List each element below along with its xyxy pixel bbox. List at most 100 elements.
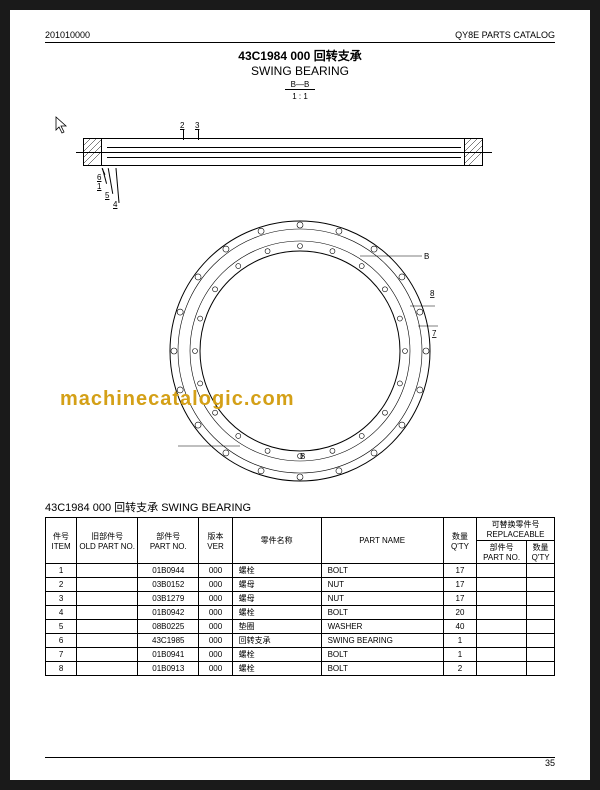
cross-section-view xyxy=(83,138,483,178)
cell-name-cn: 螺母 xyxy=(232,592,321,606)
cell-qty: 17 xyxy=(443,564,476,578)
cell-partno: 03B0152 xyxy=(138,578,199,592)
header-right: QY8E PARTS CATALOG xyxy=(455,30,555,40)
cell-name-cn: 螺栓 xyxy=(232,606,321,620)
cell-ver: 000 xyxy=(199,662,232,676)
ring-svg: B B 8 7 xyxy=(160,211,440,491)
table-row: 801B0913000螺栓BOLT2 xyxy=(46,662,555,676)
th-oldpart: 旧部件号 OLD PART NO. xyxy=(77,518,138,564)
svg-text:8: 8 xyxy=(430,289,435,298)
th-qty-en: Q'TY xyxy=(446,542,474,551)
title-line1: 43C1984 000 回转支承 xyxy=(45,47,555,64)
cell-item: 8 xyxy=(46,662,77,676)
table-row: 203B0152000螺母NUT17 xyxy=(46,578,555,592)
cell-rq xyxy=(527,606,555,620)
callout-3: 3 xyxy=(195,121,199,130)
th-rq-en: Q'TY xyxy=(529,553,552,562)
cell-name-en: SWING BEARING xyxy=(321,634,443,648)
cell-old xyxy=(77,606,138,620)
cell-name-cn: 螺栓 xyxy=(232,662,321,676)
table-head: 件号 ITEM 旧部件号 OLD PART NO. 部件号 PART NO. 版… xyxy=(46,518,555,564)
cell-rq xyxy=(527,662,555,676)
title-code: 43C1984 000 xyxy=(238,49,310,63)
th-qty-cn: 数量 xyxy=(446,531,474,542)
cell-rq xyxy=(527,578,555,592)
cell-ver: 000 xyxy=(199,648,232,662)
th-replace-cn: 可替换零件号 xyxy=(479,519,552,530)
page-header: 201010000 QY8E PARTS CATALOG xyxy=(45,30,555,43)
th-item-en: ITEM xyxy=(48,542,74,551)
cell-item: 1 xyxy=(46,564,77,578)
cell-partno: 01B0944 xyxy=(138,564,199,578)
table-row: 701B0941000螺栓BOLT1 xyxy=(46,648,555,662)
th-replace-partno: 部件号 PART NO. xyxy=(477,541,527,564)
section-label: B—B xyxy=(45,80,555,89)
th-rq-cn: 数量 xyxy=(529,542,552,553)
cell-name-en: BOLT xyxy=(321,648,443,662)
callout-6: 6 xyxy=(97,173,101,182)
title-area: 43C1984 000 回转支承 SWING BEARING B—B 1 : 1 xyxy=(45,47,555,101)
th-partno: 部件号 PART NO. xyxy=(138,518,199,564)
cell-name-en: WASHER xyxy=(321,620,443,634)
cell-name-cn: 回转支承 xyxy=(232,634,321,648)
table-body: 101B0944000螺栓BOLT17203B0152000螺母NUT17303… xyxy=(46,564,555,676)
cell-old xyxy=(77,564,138,578)
title-en: SWING BEARING xyxy=(45,64,555,78)
footer-line xyxy=(45,757,555,758)
table-title-en: SWING BEARING xyxy=(161,502,251,514)
th-partno-cn: 部件号 xyxy=(140,531,196,542)
th-oldpart-en: OLD PART NO. xyxy=(79,542,135,551)
cell-old xyxy=(77,648,138,662)
cell-rp xyxy=(477,634,527,648)
cell-rq xyxy=(527,592,555,606)
cell-rp xyxy=(477,662,527,676)
cell-name-cn: 螺栓 xyxy=(232,648,321,662)
cell-name-en: BOLT xyxy=(321,606,443,620)
callout-5: 5 xyxy=(105,191,109,200)
th-oldpart-cn: 旧部件号 xyxy=(79,531,135,542)
section-line xyxy=(285,89,315,90)
cell-rq xyxy=(527,564,555,578)
parts-table: 件号 ITEM 旧部件号 OLD PART NO. 部件号 PART NO. 版… xyxy=(45,517,555,676)
th-ver-en: VER xyxy=(201,542,229,551)
cell-old xyxy=(77,620,138,634)
cell-item: 6 xyxy=(46,634,77,648)
th-qty: 数量 Q'TY xyxy=(443,518,476,564)
svg-text:B: B xyxy=(300,452,305,461)
cell-partno: 01B0942 xyxy=(138,606,199,620)
th-namecn: 零件名称 xyxy=(232,518,321,564)
table-row: 643C1985000回转支承SWING BEARING1 xyxy=(46,634,555,648)
th-rp-en: PART NO. xyxy=(479,553,524,562)
cell-ver: 000 xyxy=(199,634,232,648)
th-item: 件号 ITEM xyxy=(46,518,77,564)
th-partno-en: PART NO. xyxy=(140,542,196,551)
table-row: 508B0225000垫圈WASHER40 xyxy=(46,620,555,634)
cell-partno: 08B0225 xyxy=(138,620,199,634)
cell-rp xyxy=(477,564,527,578)
th-ver: 版本 VER xyxy=(199,518,232,564)
cell-qty: 20 xyxy=(443,606,476,620)
table-title: 43C1984 000 回转支承 SWING BEARING xyxy=(45,499,555,515)
cell-partno: 03B1279 xyxy=(138,592,199,606)
cross-section-diagram: 2 3 6 1 5 4 xyxy=(45,116,555,201)
cell-rq xyxy=(527,634,555,648)
table-row: 303B1279000螺母NUT17 xyxy=(46,592,555,606)
cell-rp xyxy=(477,578,527,592)
cursor-icon xyxy=(55,116,71,139)
cell-item: 3 xyxy=(46,592,77,606)
cell-name-cn: 垫圈 xyxy=(232,620,321,634)
svg-text:B: B xyxy=(424,252,429,261)
cell-partno: 01B0913 xyxy=(138,662,199,676)
header-left: 201010000 xyxy=(45,30,90,40)
cell-partno: 43C1985 xyxy=(138,634,199,648)
cell-item: 4 xyxy=(46,606,77,620)
cell-qty: 1 xyxy=(443,648,476,662)
cell-partno: 01B0941 xyxy=(138,648,199,662)
th-replace-qty: 数量 Q'TY xyxy=(527,541,555,564)
th-nameen: PART NAME xyxy=(321,518,443,564)
cell-name-en: NUT xyxy=(321,578,443,592)
cell-rp xyxy=(477,620,527,634)
callout-2: 2 xyxy=(180,121,184,130)
cell-name-cn: 螺栓 xyxy=(232,564,321,578)
table-row: 401B0942000螺栓BOLT20 xyxy=(46,606,555,620)
